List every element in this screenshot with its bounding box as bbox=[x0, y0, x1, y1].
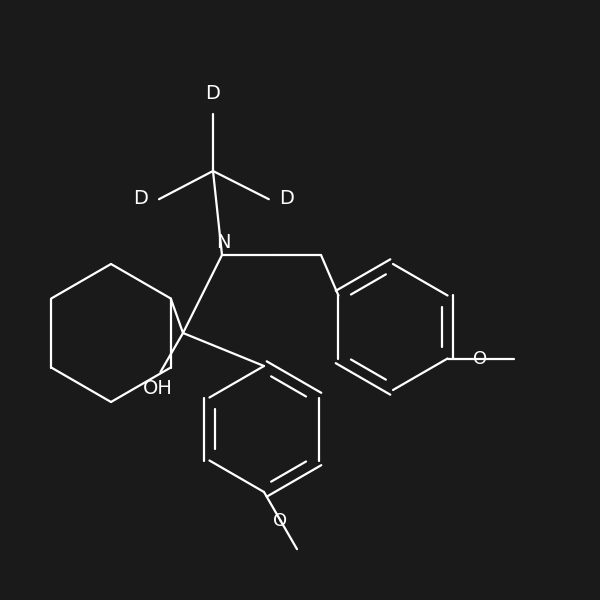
Text: D: D bbox=[133, 188, 148, 208]
Text: N: N bbox=[216, 233, 230, 252]
Text: O: O bbox=[473, 349, 488, 367]
Text: OH: OH bbox=[143, 379, 172, 398]
Text: D: D bbox=[280, 188, 295, 208]
Text: O: O bbox=[274, 512, 287, 530]
Text: D: D bbox=[206, 84, 220, 103]
